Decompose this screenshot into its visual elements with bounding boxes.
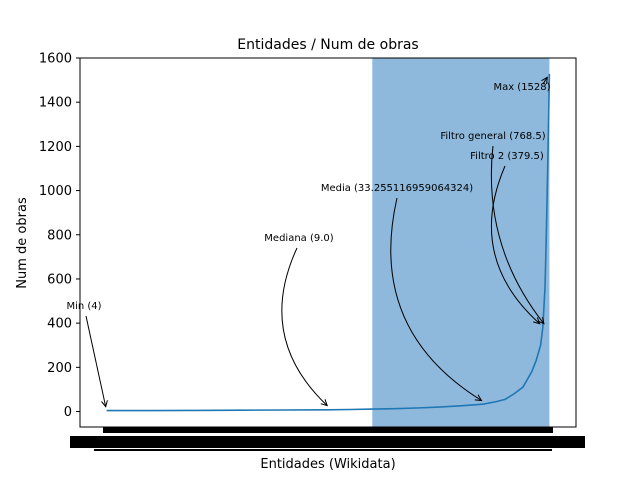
annotation-label: Mediana (9.0) xyxy=(264,233,333,244)
annotation-arrowhead xyxy=(474,394,483,402)
annotation-label: Max (1528) xyxy=(493,82,550,93)
annotation-arrow xyxy=(281,247,328,406)
highlight-region xyxy=(372,58,550,427)
annotation-label: Filtro 2 (379.5) xyxy=(470,151,544,162)
annotation-arrowhead xyxy=(320,399,328,407)
annotation-arrow xyxy=(85,315,107,407)
chart-title: Entidades / Num de obras xyxy=(237,37,418,53)
annotation-arrow xyxy=(490,145,545,325)
series-line xyxy=(106,73,551,412)
y-tick-label: 1200 xyxy=(39,140,72,155)
y-axis-label: Num de obras xyxy=(15,197,30,289)
y-tick-label: 600 xyxy=(47,272,72,287)
y-tick-label: 0 xyxy=(64,405,72,420)
x-tick-labels-dense xyxy=(70,436,585,448)
y-tick-label: 400 xyxy=(47,317,72,332)
y-tick-label: 200 xyxy=(47,361,72,376)
annotation-arrow xyxy=(390,197,482,401)
annotation-label: Min (4) xyxy=(66,301,101,312)
y-tick-label: 1400 xyxy=(39,96,72,111)
annotation-arrowhead xyxy=(533,317,541,325)
y-tick-label: 1600 xyxy=(39,52,72,67)
annotation-arrowhead xyxy=(101,400,108,408)
x-axis-label: Entidades (Wikidata) xyxy=(260,457,395,472)
annotation-arrowhead xyxy=(537,317,545,325)
annotation-arrow xyxy=(490,165,541,325)
x-tick-labels-dense-tail xyxy=(94,449,552,451)
annotation-label: Media (33.255116959064324) xyxy=(321,183,473,194)
annotation-arrowhead xyxy=(541,76,548,85)
y-tick-label: 800 xyxy=(47,228,72,243)
y-tick-label: 1000 xyxy=(39,184,72,199)
annotation-label: Filtro general (768.5) xyxy=(440,131,545,142)
x-ticks-dense xyxy=(103,427,553,433)
